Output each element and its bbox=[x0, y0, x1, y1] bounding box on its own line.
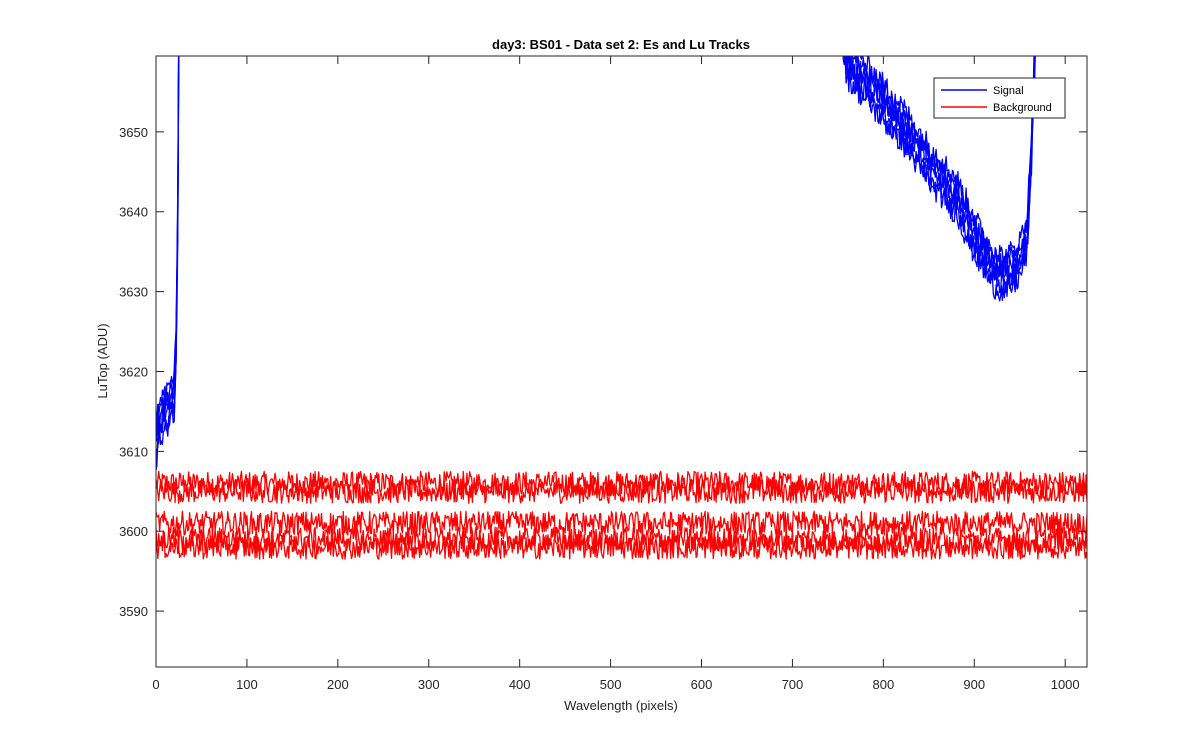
y-tick-label: 3600 bbox=[119, 524, 148, 539]
y-tick-label: 3620 bbox=[119, 364, 148, 379]
x-tick-label: 0 bbox=[152, 677, 159, 692]
ticks-layer: 0 100 200 300 400 500 600 700 800 900 1000 3590 3600… bbox=[119, 56, 1087, 692]
background-track-4 bbox=[156, 526, 1087, 552]
background-track-1 bbox=[156, 470, 1087, 496]
legend: Signal Background bbox=[933, 77, 1066, 119]
x-tick-label: 900 bbox=[963, 677, 985, 692]
signal-track-6-segment-1 bbox=[156, 56, 180, 436]
x-axis-label: Wavelength (pixels) bbox=[564, 698, 678, 713]
y-tick-label: 3640 bbox=[119, 205, 148, 220]
x-tick-label: 100 bbox=[236, 677, 258, 692]
x-tick-label: 1000 bbox=[1051, 677, 1080, 692]
y-tick-label: 3630 bbox=[119, 285, 148, 300]
legend-label-background: Background bbox=[993, 102, 1052, 114]
signal-track-6-segment-2 bbox=[848, 56, 1035, 269]
legend-box bbox=[933, 77, 1066, 119]
y-axis-label: LuTop (ADU) bbox=[95, 323, 110, 398]
x-tick-label: 500 bbox=[600, 677, 622, 692]
x-tick-label: 400 bbox=[509, 677, 531, 692]
background-track-2 bbox=[156, 478, 1087, 504]
background-track-3 bbox=[156, 510, 1087, 536]
background-track-5 bbox=[156, 534, 1087, 560]
y-tick-label: 3610 bbox=[119, 444, 148, 459]
signal-track-2-segment-2 bbox=[843, 56, 1036, 294]
x-tick-label: 700 bbox=[782, 677, 804, 692]
x-tick-label: 600 bbox=[691, 677, 713, 692]
plot-frame bbox=[155, 55, 1088, 668]
x-tick-label: 200 bbox=[327, 677, 349, 692]
x-tick-label: 800 bbox=[872, 677, 894, 692]
chart-title: day3: BS01 - Data set 2: Es and Lu Track… bbox=[492, 37, 750, 52]
y-tick-label: 3590 bbox=[119, 604, 148, 619]
x-tick-label: 300 bbox=[418, 677, 440, 692]
y-tick-label: 3650 bbox=[119, 125, 148, 140]
legend-label-signal: Signal bbox=[993, 85, 1024, 97]
signal-track-4-segment-1 bbox=[156, 56, 180, 440]
series-layer bbox=[156, 56, 1087, 560]
plot-area bbox=[156, 56, 1087, 667]
